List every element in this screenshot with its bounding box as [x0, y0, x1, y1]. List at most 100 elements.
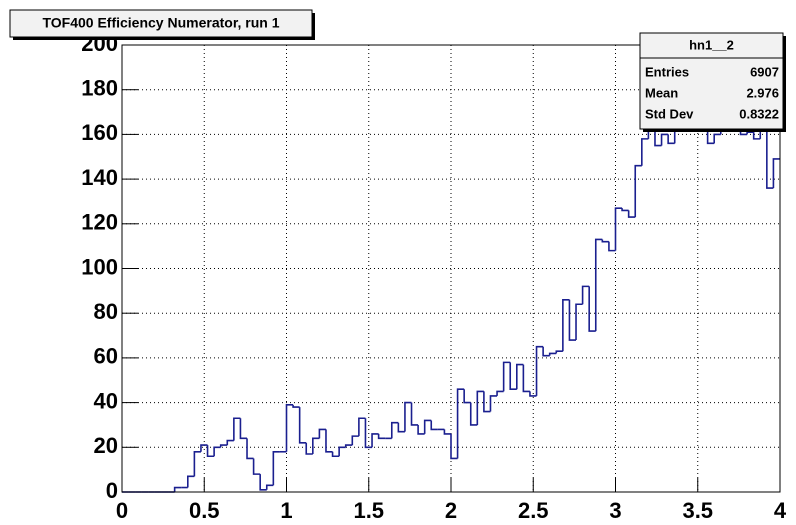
histogram-bin [588, 286, 596, 332]
x-tick-label: 4 [774, 498, 787, 523]
histogram-bin [272, 450, 280, 486]
y-tick-label: 180 [81, 76, 118, 101]
histogram-bin [476, 390, 484, 425]
histogram-bin [397, 422, 405, 433]
histogram-bin [627, 210, 636, 218]
histogram-bin [496, 390, 504, 396]
histogram-bin [265, 484, 274, 490]
histogram-bin [331, 451, 340, 458]
histogram-bin [206, 445, 215, 458]
histogram-bin [305, 442, 313, 455]
histogram-bin [515, 363, 524, 390]
histogram-bin [358, 417, 366, 437]
x-tick-label: 3 [609, 498, 621, 523]
histogram-bin [325, 429, 333, 453]
histogram-bin [298, 407, 307, 444]
histogram-bin [292, 404, 300, 408]
stats-label: Entries [645, 64, 689, 79]
histogram-bin [364, 418, 373, 449]
histogram-bin [483, 391, 491, 413]
histogram-bin [575, 303, 583, 341]
stats-name: hn1__2 [689, 37, 734, 52]
histogram-bin [535, 345, 544, 396]
x-tick-label: 2.5 [518, 498, 549, 523]
stats-box [639, 32, 784, 130]
stats-value: 2.976 [746, 85, 779, 100]
histogram-bin [562, 298, 570, 352]
histogram-bin [594, 238, 603, 332]
histogram-bin [423, 419, 432, 434]
histogram-bin [542, 346, 550, 357]
histogram-bin [239, 418, 248, 440]
x-tick-label: 1 [280, 498, 292, 523]
histogram-bin [667, 134, 675, 145]
histogram-bin [187, 475, 195, 488]
histogram-bin [608, 241, 616, 252]
x-tick-label: 2 [445, 498, 457, 523]
histogram-bin [443, 429, 451, 435]
histogram-bin [410, 402, 419, 426]
y-tick-label: 140 [81, 165, 118, 190]
histogram-bin [713, 133, 721, 144]
histogram-bin [417, 424, 425, 435]
histogram-bin [377, 433, 386, 440]
histogram-bin [456, 388, 465, 459]
histogram-bin [351, 435, 359, 446]
histogram-bin [450, 433, 458, 460]
y-tick-label: 60 [94, 344, 118, 369]
histogram-bin [766, 127, 774, 189]
stats-value: 0.8322 [739, 106, 779, 121]
y-tick-label: 20 [94, 433, 118, 458]
histogram-bin [390, 421, 399, 439]
histogram-bin [641, 138, 649, 166]
y-tick-label: 160 [81, 120, 118, 145]
histogram-bin [252, 458, 261, 475]
histogram-bin [173, 486, 182, 492]
histogram-bin [259, 474, 267, 491]
histogram-bin [226, 439, 234, 446]
y-tick-label: 80 [94, 299, 118, 324]
histogram-bin [772, 158, 780, 189]
histogram-bin [752, 132, 761, 140]
histogram-bin [548, 352, 557, 356]
title-box [9, 9, 313, 38]
histogram-bin [660, 133, 669, 146]
histogram-bin [285, 404, 294, 452]
histogram-bin [568, 299, 577, 341]
stats-label: Std Dev [645, 106, 694, 121]
y-tick-label: 120 [81, 210, 118, 235]
histogram-bin [469, 402, 478, 426]
histogram-bin [634, 164, 642, 218]
histogram-bin [246, 438, 254, 460]
histogram-bin [312, 437, 320, 455]
histogram-bin [213, 446, 221, 457]
histogram-bin [601, 239, 609, 243]
histogram-bin [338, 446, 346, 457]
y-tick-label: 100 [81, 254, 118, 279]
histogram-bin [430, 420, 438, 431]
histogram-bin [654, 129, 662, 147]
histogram-bin [371, 433, 379, 448]
histogram-bin [529, 391, 537, 397]
stats-value: 6907 [750, 64, 779, 79]
histogram-bin [193, 450, 201, 477]
x-tick-label: 0.5 [189, 498, 220, 523]
stats-label: Mean [645, 85, 678, 100]
chart-title: TOF400 Efficiency Numerator, run 1 [42, 15, 279, 31]
histogram-bin [581, 285, 590, 305]
x-tick-label: 3.5 [682, 498, 713, 523]
histogram-bin [404, 401, 412, 432]
y-tick-label: 0 [106, 478, 118, 503]
histogram-bin [621, 208, 629, 212]
histogram-bin [219, 444, 228, 448]
x-tick-label: 0 [116, 498, 128, 523]
histogram-bin [344, 444, 353, 448]
x-tick-label: 1.5 [353, 498, 384, 523]
histogram-bin [318, 428, 326, 439]
histogram-bin [522, 364, 530, 393]
y-tick-label: 40 [94, 388, 118, 413]
histogram-bin [463, 389, 471, 404]
histogram-bin [555, 350, 563, 354]
histogram-bin [746, 131, 754, 135]
